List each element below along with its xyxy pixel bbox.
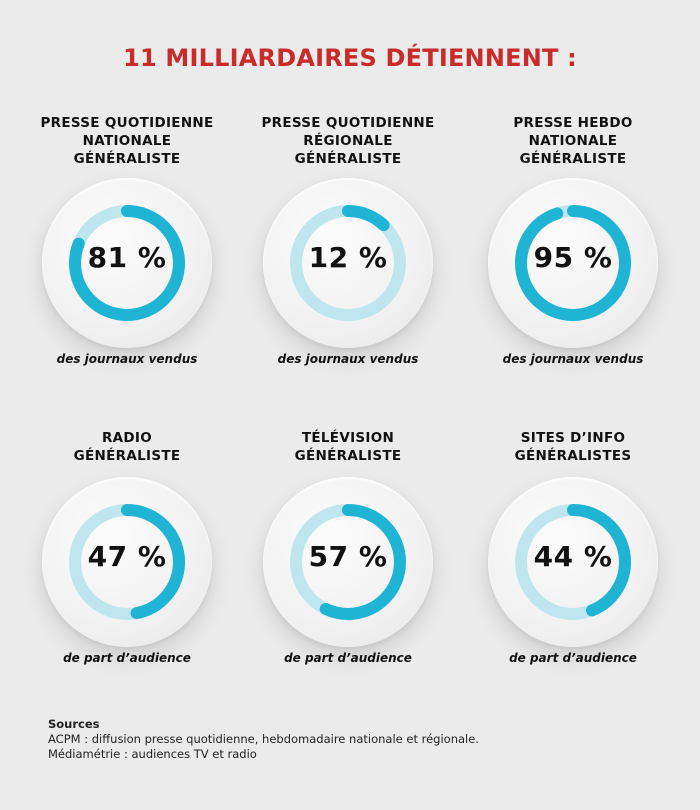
donut-svg [290,205,406,321]
percent-label: 81 % [87,241,167,274]
donut-svg [290,504,406,620]
card-title-line: GÉNÉRALISTE [519,151,627,167]
donut-value-arc [69,205,185,321]
card-title-line: RADIO [101,430,153,446]
donut-chart: 12 % [263,178,433,348]
card-title-line: GÉNÉRALISTE [294,151,402,167]
card-title-line: GÉNÉRALISTE [294,448,402,464]
donut-value-arc [290,504,406,620]
donut-chart: 95 % [488,178,658,348]
card-title-line: TÉLÉVISION [301,430,395,446]
donut-svg [515,205,631,321]
donut-value-arc [290,205,406,321]
card-title-line: NATIONALE [82,133,172,149]
sources-title: Sources [48,717,100,731]
card-caption: de part d’audience [63,651,191,665]
donut-chart: 81 % [42,178,212,348]
card-title: RADIO GÉNÉRALISTE [12,429,242,465]
donut-chart: 57 % [263,477,433,647]
card-title-line: NATIONALE [528,133,618,149]
page-title: 11 MILLIARDAIRES DÉTIENNENT : [123,44,577,72]
card-title-line: GÉNÉRALISTE [73,448,181,464]
donut-value-arc [515,504,631,620]
card-caption: de part d’audience [284,651,412,665]
card-caption: des journaux vendus [277,352,419,366]
card-title: SITES D’INFO GÉNÉRALISTES [458,429,688,465]
source-line: ACPM : diffusion presse quotidienne, heb… [48,732,479,746]
donut-svg [69,205,185,321]
donut-svg [69,504,185,620]
percent-label: 95 % [533,241,613,274]
percent-label: 12 % [308,241,388,274]
source-line: Médiamétrie : audiences TV et radio [48,747,257,761]
card-title-line: PRESSE QUOTIDIENNE [40,115,214,131]
donut-chart: 44 % [488,477,658,647]
donut-value-arc [69,504,185,620]
donut-value-arc [515,205,631,321]
donut-svg [515,504,631,620]
card-caption: de part d’audience [509,651,637,665]
card-title: TÉLÉVISION GÉNÉRALISTE [233,429,463,465]
card-caption: des journaux vendus [502,352,644,366]
sources: Sources ACPM : diffusion presse quotidie… [48,717,479,762]
percent-label: 57 % [308,540,388,573]
card-title-line: GÉNÉRALISTES [514,448,632,464]
card-title-line: GÉNÉRALISTE [73,151,181,167]
card-title-line: PRESSE QUOTIDIENNE [261,115,435,131]
donut-chart: 47 % [42,477,212,647]
card-caption: des journaux vendus [56,352,198,366]
percent-label: 47 % [87,540,167,573]
card-title: PRESSE HEBDO NATIONALE GÉNÉRALISTE [458,114,688,168]
percent-label: 44 % [533,540,613,573]
card-title-line: SITES D’INFO [520,430,626,446]
card-title: PRESSE QUOTIDIENNE RÉGIONALE GÉNÉRALISTE [233,114,463,168]
card-title-line: PRESSE HEBDO [513,115,633,131]
card-title: PRESSE QUOTIDIENNE NATIONALE GÉNÉRALISTE [12,114,242,168]
card-title-line: RÉGIONALE [303,133,393,149]
